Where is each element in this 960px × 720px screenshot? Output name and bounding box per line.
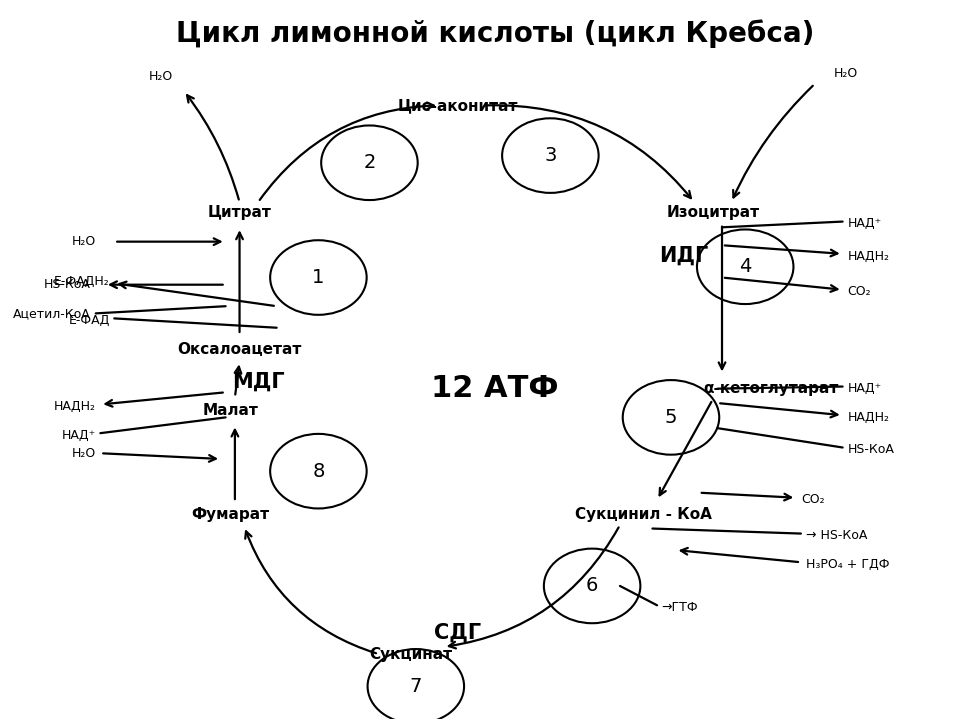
Text: Оксалоацетат: Оксалоацетат: [178, 342, 301, 356]
Text: 5: 5: [664, 408, 677, 427]
Text: СО₂: СО₂: [801, 493, 825, 506]
Text: Н₂О: Н₂О: [149, 70, 173, 84]
Text: → HS-КоА: → HS-КоА: [805, 529, 867, 542]
Text: СДГ: СДГ: [434, 623, 481, 642]
Text: 12 АТФ: 12 АТФ: [431, 374, 559, 403]
Text: HS-КоА: HS-КоА: [848, 443, 894, 456]
Text: α-кетоглутарат: α-кетоглутарат: [704, 381, 839, 396]
Text: Н₃РО₄ + ГДФ: Н₃РО₄ + ГДФ: [805, 558, 889, 571]
Text: Сукцинат: Сукцинат: [370, 647, 453, 662]
Text: ИДГ: ИДГ: [659, 246, 708, 266]
Text: НАДН₂: НАДН₂: [848, 250, 889, 263]
Text: 6: 6: [586, 577, 598, 595]
Text: HS-КоА: HS-КоА: [44, 278, 91, 291]
Text: Цитрат: Цитрат: [207, 205, 272, 220]
Text: Е-ФАДН₂: Е-ФАДН₂: [54, 274, 109, 287]
Text: Ацетил-КоА: Ацетил-КоА: [13, 307, 91, 320]
Text: Цис-аконитат: Цис-аконитат: [397, 98, 517, 113]
Text: Н₂О: Н₂О: [71, 446, 96, 460]
Text: НАД⁺: НАД⁺: [61, 429, 96, 442]
Text: Н₂О: Н₂О: [833, 67, 857, 80]
Text: 8: 8: [312, 462, 324, 481]
Text: НАД⁺: НАД⁺: [848, 382, 881, 395]
Text: 1: 1: [312, 268, 324, 287]
Text: НАДН₂: НАДН₂: [848, 411, 889, 424]
Text: СО₂: СО₂: [848, 285, 871, 298]
Text: 7: 7: [410, 677, 422, 696]
Text: 3: 3: [544, 146, 557, 165]
Text: 4: 4: [739, 257, 752, 276]
Text: Н₂О: Н₂О: [71, 235, 96, 248]
Text: Е-ФАД: Е-ФАД: [68, 314, 109, 327]
Text: Малат: Малат: [203, 402, 258, 418]
Text: Сукцинил - КоА: Сукцинил - КоА: [575, 507, 711, 522]
Text: Цикл лимонной кислоты (цикл Кребса): Цикл лимонной кислоты (цикл Кребса): [176, 19, 814, 48]
Text: Фумарат: Фумарат: [191, 507, 270, 522]
Text: →ГТФ: →ГТФ: [661, 601, 698, 614]
Text: МДГ: МДГ: [231, 372, 284, 392]
Text: НАД⁺: НАД⁺: [848, 217, 881, 230]
Text: Изоцитрат: Изоцитрат: [666, 205, 759, 220]
Text: НАДН₂: НАДН₂: [54, 400, 96, 413]
Text: 2: 2: [363, 153, 375, 172]
